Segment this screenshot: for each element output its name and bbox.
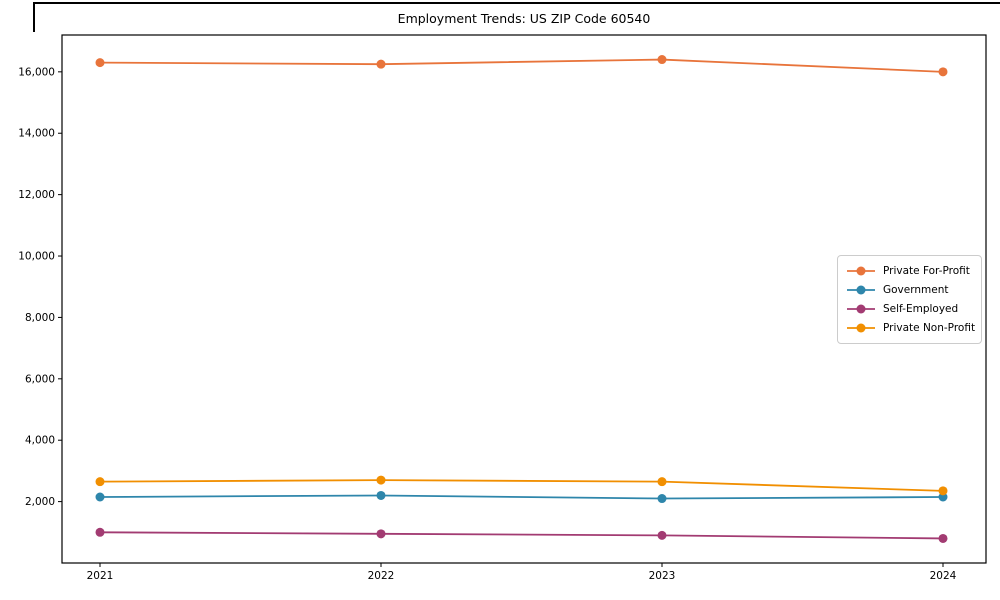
data-point [95,527,105,537]
x-tick-label: 2023 [649,570,676,582]
legend-item: Private For-Profit [846,265,977,277]
screen-edge-artifact-top [33,2,1000,4]
y-tick-label: 12,000 [18,189,55,201]
data-point [95,58,105,68]
legend-label: Private For-Profit [883,265,970,277]
x-tick-label: 2022 [368,570,395,582]
chart-title: Employment Trends: US ZIP Code 60540 [397,11,651,26]
y-tick-label: 10,000 [18,251,55,263]
chart-legend: Private For-Profit Government Self-Employe… [837,255,982,344]
data-point [376,475,386,485]
data-point [376,529,386,539]
legend-marker-icon [847,323,875,333]
y-tick-label: 14,000 [18,128,55,140]
data-point [95,477,105,487]
series-line [99,531,944,540]
legend-marker-icon [847,285,875,295]
legend-marker-icon [847,304,875,314]
legend-marker-icon [847,266,875,276]
legend-label: Private Non-Profit [883,322,976,334]
screen-edge-artifact-left [33,2,35,32]
data-point [376,59,386,69]
data-point [657,55,667,65]
x-tick-label: 2021 [87,570,114,582]
series-line [99,494,944,500]
legend-item: Self-Employed [846,303,977,315]
data-point [376,490,386,500]
y-tick-label: 2,000 [25,496,55,508]
y-tick-label: 16,000 [18,66,55,78]
y-tick-label: 4,000 [25,435,55,447]
data-point [938,486,948,496]
series-line [99,479,944,492]
series-line [99,58,944,73]
y-tick-label: 8,000 [25,312,55,324]
legend-item: Government [846,284,977,296]
legend-label: Government [883,284,949,296]
data-point [938,67,948,77]
y-tick-label: 6,000 [25,373,55,385]
data-point [657,494,667,504]
data-point [938,533,948,543]
plot-border [61,34,987,564]
x-tick-label: 2024 [930,570,957,582]
data-point [657,530,667,540]
legend-label: Self-Employed [883,303,959,315]
data-point [657,477,667,487]
data-point [95,492,105,502]
legend-item: Private Non-Profit [846,322,977,334]
